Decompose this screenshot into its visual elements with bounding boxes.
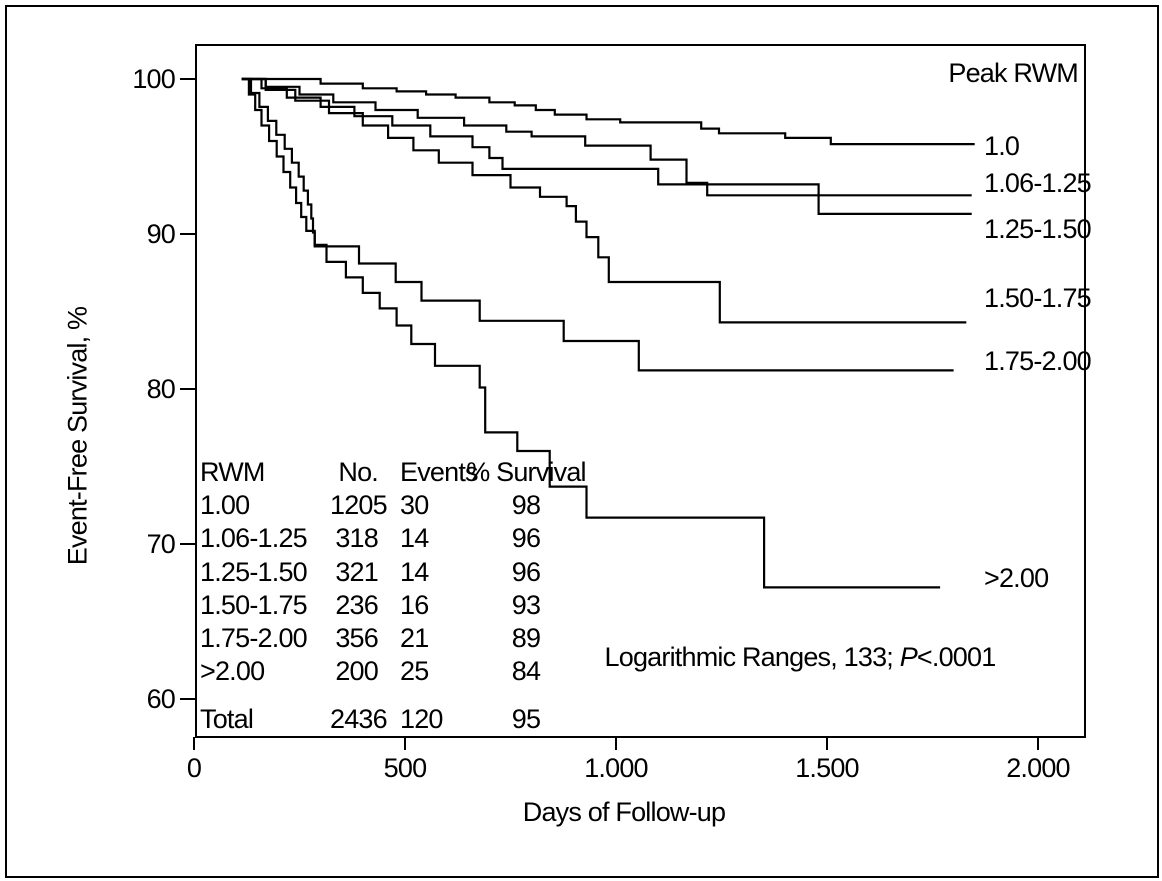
survival-curve-1.752.00 [241, 77, 954, 372]
y-tick-label: 80 [146, 374, 176, 404]
annotation-p-value: <.0001 [916, 642, 996, 672]
statistics-annotation: Logarithmic Ranges, 133; P<.0001 [520, 644, 1080, 671]
x-axis-title: Days of Follow-up [522, 797, 726, 827]
table-cell: 16 [400, 589, 429, 620]
y-tick-label: 90 [146, 219, 176, 249]
x-tick-label: 500 [383, 753, 427, 783]
table-cell: No. [338, 457, 378, 487]
series-label-1.251.50: 1.25-1.50 [984, 214, 1092, 245]
table-row: 1.06-1.25 318 14 96 [200, 522, 596, 555]
plot-border [195, 44, 1086, 738]
table-cell: 1.06-1.25 [200, 523, 308, 554]
table-cell: 1.00 [200, 490, 250, 521]
survival-curve-1.251.50 [241, 77, 972, 215]
table-row: 1.50-1.75 236 16 93 [200, 589, 596, 622]
table-cell: 89 [511, 622, 541, 653]
table-cell: 14 [400, 556, 429, 587]
table-cell: 1.75-2.00 [200, 622, 308, 653]
series-label-1.061.25: 1.06-1.25 [984, 167, 1092, 198]
annotation-p-symbol: P [899, 642, 918, 672]
table-cell: 95 [511, 704, 541, 735]
table-cell: 98 [511, 490, 541, 521]
table-cell: 96 [511, 556, 541, 587]
y-tick-label: 60 [146, 684, 176, 714]
y-axis-title: Event-Free Survival, % [62, 306, 93, 566]
table-cell: 21 [400, 622, 429, 653]
survival-curve-2.00 [241, 77, 941, 589]
table-cell: 84 [511, 656, 541, 687]
table-cell: Events [400, 457, 479, 487]
risk-table: RWM No. Events% Survival 1.00 1205 30 98 1.06-1… [200, 456, 596, 737]
series-label-1.501.75: 1.50-1.75 [984, 282, 1092, 313]
table-cell: 120 [400, 704, 443, 735]
table-cell: 25 [400, 656, 429, 687]
table-total-row: Total 2436 120 95 [200, 703, 596, 736]
table-cell: 356 [335, 622, 378, 653]
table-cell: % Survival [466, 457, 586, 487]
table-cell: >2.00 [200, 656, 265, 687]
table-row: 1.25-1.50 321 14 96 [200, 556, 596, 589]
x-tick-label: 1.500 [795, 753, 859, 783]
table-cell: Total [200, 704, 254, 735]
figure-frame [5, 5, 1159, 878]
survival-curve-1.501.75 [241, 77, 967, 324]
table-cell: 1.25-1.50 [200, 556, 308, 587]
table-row: 1.00 1205 30 98 [200, 489, 596, 522]
table-cell: 14 [400, 523, 429, 554]
table-cell: 96 [511, 523, 541, 554]
y-tick-label: 70 [146, 529, 176, 559]
annotation-text: Logarithmic Ranges, 133; [604, 642, 900, 672]
table-cell: 30 [400, 490, 429, 521]
legend-title: Peak RWM [948, 58, 1078, 88]
table-cell: RWM [200, 457, 265, 487]
table-cell: 321 [335, 556, 378, 587]
table-header-row: RWM No. Events% Survival [200, 456, 596, 489]
y-tick-label: 100 [132, 64, 175, 94]
table-cell: 1205 [330, 490, 388, 521]
table-cell: 318 [335, 523, 378, 554]
x-tick-label: 0 [186, 753, 202, 783]
survival-curve-1.061.25 [241, 77, 972, 197]
table-row: 1.75-2.00 356 21 89 [200, 622, 596, 655]
series-label-2.00: >2.00 [984, 563, 1049, 594]
table-cell: 2436 [330, 704, 388, 735]
x-tick-label: 2.000 [1006, 753, 1070, 783]
table-cell: 200 [335, 656, 378, 687]
survival-curve-1.0 [241, 77, 975, 146]
table-cell: 93 [511, 589, 541, 620]
table-row: >2.00 200 25 84 [200, 655, 596, 688]
x-tick-label: 1.000 [584, 753, 648, 783]
series-label-1.752.00: 1.75-2.00 [984, 346, 1092, 377]
table-cell: 1.50-1.75 [200, 589, 308, 620]
series-label-1.0: 1.0 [984, 130, 1020, 161]
table-cell: 236 [335, 589, 378, 620]
